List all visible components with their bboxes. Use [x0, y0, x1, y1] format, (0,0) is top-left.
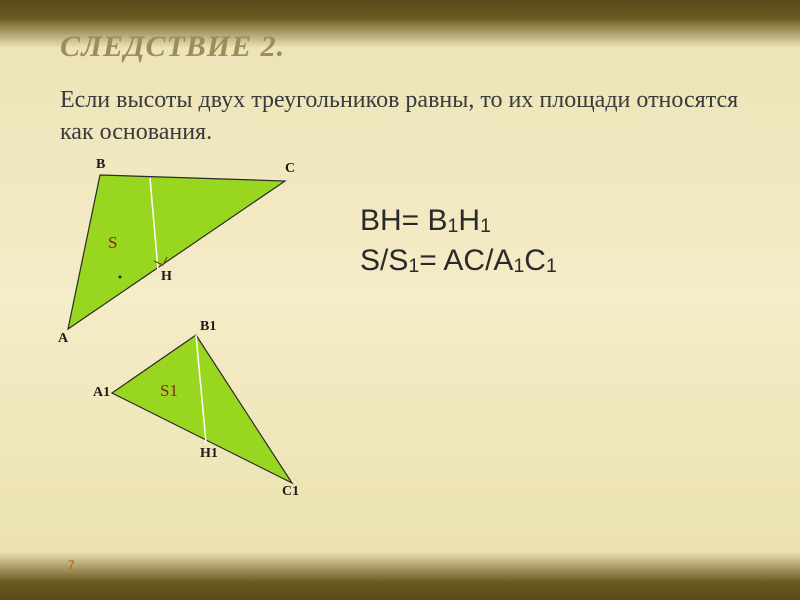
vertex-H: H	[161, 269, 172, 285]
f1-p2: H	[458, 204, 480, 237]
f1-p0: BH= B	[360, 204, 448, 237]
vertex-A1: A1	[93, 385, 110, 401]
formula-column: BH= B1H1 S/S1= AC/A1C1	[360, 159, 760, 519]
triangles-svg	[60, 159, 320, 509]
vertex-C1: C1	[282, 484, 299, 500]
content-area: B C A H S B1 A1 H1 C1 S1 BH= B1H1 S/S1= …	[60, 159, 760, 519]
f2-p3: 1	[513, 255, 524, 277]
slide-subtitle: Если высоты двух треугольников равны, то…	[60, 84, 760, 149]
f1-p1: 1	[448, 215, 459, 237]
vertex-A: A	[58, 331, 68, 347]
slide-title: СЛЕДСТВИЕ 2.	[60, 30, 760, 64]
vertex-C: C	[285, 161, 295, 177]
f2-p1: 1	[408, 255, 419, 277]
f1-p3: 1	[480, 215, 491, 237]
f2-p4: C	[524, 244, 546, 277]
f2-p2: = AC/A	[419, 244, 513, 277]
page-number: 7	[68, 558, 75, 572]
f2-p5: 1	[546, 255, 557, 277]
area-S1: S1	[160, 381, 178, 401]
diagram-column: B C A H S B1 A1 H1 C1 S1	[60, 159, 360, 519]
area-S: S	[108, 233, 117, 253]
formula-2: S/S1= AC/A1C1	[360, 244, 760, 278]
formula-1: BH= B1H1	[360, 204, 760, 238]
f2-p0: S/S	[360, 244, 408, 277]
vertex-B: B	[96, 157, 105, 173]
vertex-B1: B1	[200, 319, 216, 335]
vertex-H1: H1	[200, 446, 218, 462]
